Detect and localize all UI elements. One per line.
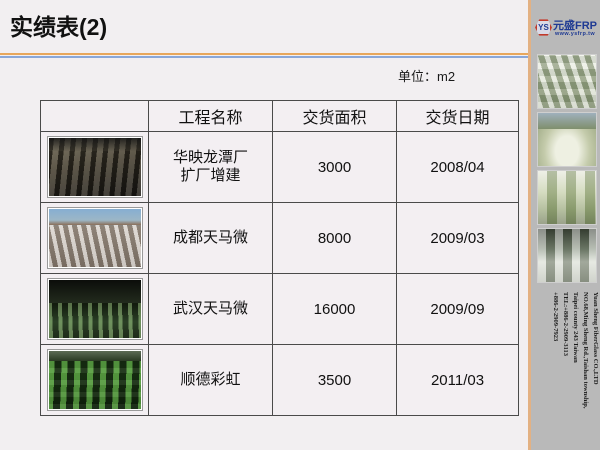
cell-delivery-area: 3000 bbox=[272, 131, 397, 203]
table-row: 成都天马微 8000 2009/03 bbox=[40, 202, 519, 274]
cell-delivery-area: 16000 bbox=[272, 273, 397, 345]
cell-thumbnail bbox=[40, 202, 149, 274]
logo-badge-text: YS bbox=[538, 23, 549, 32]
cell-delivery-area: 3500 bbox=[272, 344, 397, 416]
cell-delivery-date: 2009/09 bbox=[396, 273, 519, 345]
cell-thumbnail bbox=[40, 344, 149, 416]
facility-photo-storage-tank-icon bbox=[537, 112, 597, 167]
cell-thumbnail bbox=[40, 131, 149, 203]
cell-project-name: 成都天马微 bbox=[148, 202, 273, 274]
title-divider-blue bbox=[0, 56, 528, 58]
project-photo-green-floor-grating-icon bbox=[47, 279, 142, 339]
cell-delivery-area: 8000 bbox=[272, 202, 397, 274]
logo-brand-text: 元盛FRP bbox=[553, 20, 597, 32]
project-photo-duct-ceiling-icon bbox=[47, 137, 142, 197]
table-body: 华映龙潭厂 扩厂增建 3000 2008/04 成都天马微 8000 2009/… bbox=[40, 131, 519, 416]
facility-photo-plant-interior-icon bbox=[537, 228, 597, 283]
project-name-line-1: 成都天马微 bbox=[172, 228, 248, 246]
column-header-delivery-area: 交货面积 bbox=[272, 100, 397, 132]
cell-project-name: 顺德彩虹 bbox=[148, 344, 273, 416]
performance-table: 工程名称 交货面积 交货日期 华映龙潭厂 扩厂增建 3000 2008/04 bbox=[40, 100, 519, 416]
project-name-line-1: 顺德彩虹 bbox=[180, 370, 241, 388]
project-photo-construction-site-icon bbox=[47, 208, 142, 268]
contact-telephone: TEL:+886-2-2909-3113 bbox=[562, 292, 569, 357]
table-row: 华映龙潭厂 扩厂增建 3000 2008/04 bbox=[40, 131, 519, 203]
cell-thumbnail bbox=[40, 273, 149, 345]
title-bar: 实绩表(2) bbox=[0, 0, 528, 58]
table-row: 武汉天马微 16000 2009/09 bbox=[40, 273, 519, 345]
project-name-line-1: 武汉天马微 bbox=[172, 299, 248, 317]
project-name-line-2: 扩厂增建 bbox=[180, 167, 241, 184]
unit-note: 单位：m2 bbox=[398, 69, 456, 84]
contact-company-name: Yuan Sheng FiberGlass CO.,LTD bbox=[592, 292, 599, 385]
table-header: 工程名称 交货面积 交货日期 bbox=[40, 100, 519, 132]
facility-photo-tank-farm-icon bbox=[537, 170, 597, 225]
cell-delivery-date: 2009/03 bbox=[396, 202, 519, 274]
column-header-project-name: 工程名称 bbox=[148, 100, 273, 132]
sidebar: YS 元盛FRP www.ysfrp.tw Yuan Sheng FiberGl… bbox=[528, 0, 600, 450]
contact-address-line-1: NO.68,Ming Sheng Rd.,Taishan township, bbox=[582, 292, 589, 409]
facility-photo-ceiling-beams-icon bbox=[537, 54, 597, 109]
column-header-delivery-date: 交货日期 bbox=[396, 100, 519, 132]
table-header-row: 工程名称 交货面积 交货日期 bbox=[40, 100, 519, 132]
contact-address-line-2: Taipei county 243 Taiwan bbox=[572, 292, 579, 363]
table-row: 顺德彩虹 3500 2011/03 bbox=[40, 344, 519, 416]
cell-project-name: 华映龙潭厂 扩厂增建 bbox=[148, 131, 273, 203]
company-logo: YS 元盛FRP www.ysfrp.tw bbox=[531, 14, 600, 46]
cell-delivery-date: 2011/03 bbox=[396, 344, 519, 416]
ys-hexagon-badge-icon: YS bbox=[535, 19, 552, 36]
cell-delivery-date: 2008/04 bbox=[396, 131, 519, 203]
column-header-thumbnail bbox=[40, 100, 149, 132]
cell-project-name: 武汉天马微 bbox=[148, 273, 273, 345]
logo-url-text: www.ysfrp.tw bbox=[555, 31, 596, 37]
title-divider-orange bbox=[0, 53, 528, 55]
project-photo-green-domes-icon bbox=[47, 350, 142, 410]
project-name-line-1: 华映龙潭厂 bbox=[172, 148, 248, 166]
page-title: 实绩表(2) bbox=[10, 14, 108, 40]
contact-telephone-alt: +886-2-2909-7923 bbox=[552, 292, 559, 342]
company-contact-block: Yuan Sheng FiberGlass CO.,LTD NO.68,Ming… bbox=[531, 292, 600, 442]
